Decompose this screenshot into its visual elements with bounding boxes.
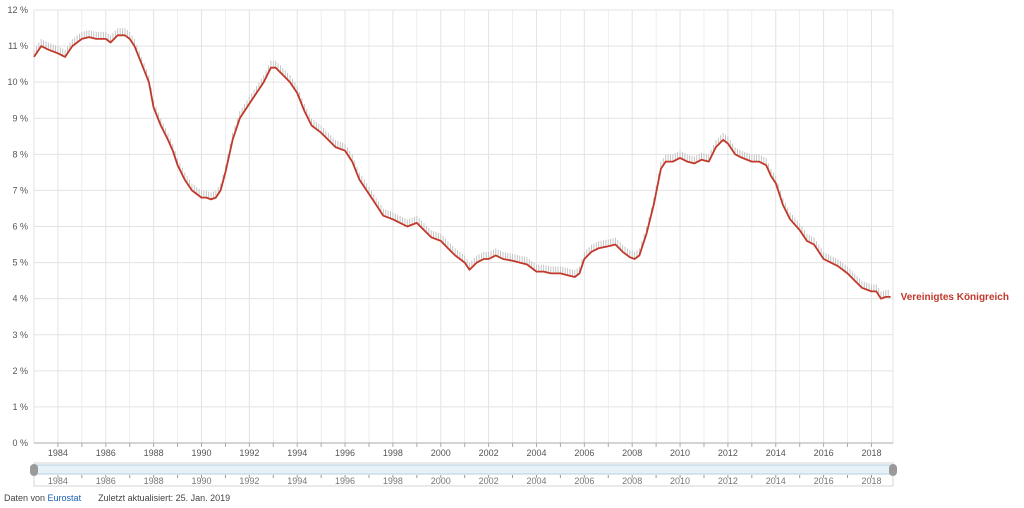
navigator-handle-right[interactable] bbox=[889, 464, 897, 476]
y-tick-label: 12 % bbox=[7, 5, 28, 15]
x-tick-label: 2008 bbox=[622, 448, 642, 458]
y-tick-label: 9 % bbox=[12, 113, 28, 123]
navigator-label: 2002 bbox=[479, 476, 499, 486]
x-tick-label: 1990 bbox=[191, 448, 211, 458]
chart-grid bbox=[33, 9, 894, 444]
x-axis-ticks: 1984 1986 1988 1990 1992 1994 1996 1998 2000 2002… bbox=[34, 442, 893, 458]
x-tick-label: 2010 bbox=[670, 448, 690, 458]
navigator-label: 1984 bbox=[48, 476, 68, 486]
navigator-label: 2010 bbox=[670, 476, 690, 486]
x-tick-label: 1996 bbox=[335, 448, 355, 458]
navigator-label: 1994 bbox=[287, 476, 307, 486]
y-tick-label: 4 % bbox=[12, 294, 28, 304]
y-tick-label: 1 % bbox=[12, 402, 28, 412]
navigator-label: 1992 bbox=[239, 476, 259, 486]
navigator-handle-left[interactable] bbox=[30, 464, 38, 476]
chart-series-layer: Vereinigtes Königreich bbox=[33, 34, 1009, 303]
navigator-label: 2016 bbox=[814, 476, 834, 486]
y-tick-label: 7 % bbox=[12, 185, 28, 195]
y-tick-label: 5 % bbox=[12, 258, 28, 268]
navigator-selection[interactable] bbox=[33, 464, 894, 475]
y-tick-label: 2 % bbox=[12, 366, 28, 376]
range-navigator[interactable]: 1984 1986 1988 1990 1992 1994 1996 1998 2000 2002… bbox=[30, 462, 897, 487]
x-tick-label: 1984 bbox=[48, 448, 68, 458]
x-tick-label: 2004 bbox=[526, 448, 546, 458]
chart-footer: Daten von Eurostat Zuletzt aktualisiert:… bbox=[4, 493, 230, 503]
x-tick-label: 2000 bbox=[431, 448, 451, 458]
x-tick-label: 2012 bbox=[718, 448, 738, 458]
x-tick-label: 2014 bbox=[766, 448, 786, 458]
navigator-label: 2008 bbox=[622, 476, 642, 486]
navigator-label: 2000 bbox=[431, 476, 451, 486]
x-tick-label: 1994 bbox=[287, 448, 307, 458]
navigator-label: 1990 bbox=[191, 476, 211, 486]
navigator-label: 2012 bbox=[718, 476, 738, 486]
x-tick-label: 2016 bbox=[814, 448, 834, 458]
x-tick-label: 2006 bbox=[574, 448, 594, 458]
last-updated: Zuletzt aktualisiert: 25. Jan. 2019 bbox=[98, 493, 231, 503]
navigator-label: 2004 bbox=[526, 476, 546, 486]
navigator-label: 1986 bbox=[96, 476, 116, 486]
source-prefix: Daten von bbox=[4, 493, 46, 503]
x-tick-label: 1992 bbox=[239, 448, 259, 458]
x-tick-label: 2018 bbox=[861, 448, 881, 458]
navigator-label: 1998 bbox=[383, 476, 403, 486]
navigator-label: 2014 bbox=[766, 476, 786, 486]
series-label: Vereinigtes Königreich bbox=[901, 292, 1009, 303]
y-tick-label: 0 % bbox=[12, 438, 28, 448]
navigator-label: 1996 bbox=[335, 476, 355, 486]
y-tick-label: 3 % bbox=[12, 330, 28, 340]
y-tick-label: 8 % bbox=[12, 149, 28, 159]
x-tick-label: 2002 bbox=[479, 448, 499, 458]
y-axis-ticks: 0 % 1 % 2 % 3 % 4 % 5 % 6 % 7 % 8 % 9 % 10 % 11 % 12… bbox=[7, 5, 28, 448]
x-tick-label: 1998 bbox=[383, 448, 403, 458]
x-tick-label: 1986 bbox=[96, 448, 116, 458]
navigator-label: 2018 bbox=[861, 476, 881, 486]
navigator-label: 1988 bbox=[144, 476, 164, 486]
y-tick-label: 11 % bbox=[8, 41, 28, 51]
y-tick-label: 6 % bbox=[12, 222, 28, 232]
navigator-label: 2006 bbox=[574, 476, 594, 486]
x-tick-label: 1988 bbox=[144, 448, 164, 458]
confidence-band bbox=[33, 28, 889, 299]
series-line[interactable] bbox=[33, 34, 891, 300]
y-tick-label: 10 % bbox=[7, 77, 28, 87]
source-link[interactable]: Eurostat bbox=[47, 493, 82, 503]
